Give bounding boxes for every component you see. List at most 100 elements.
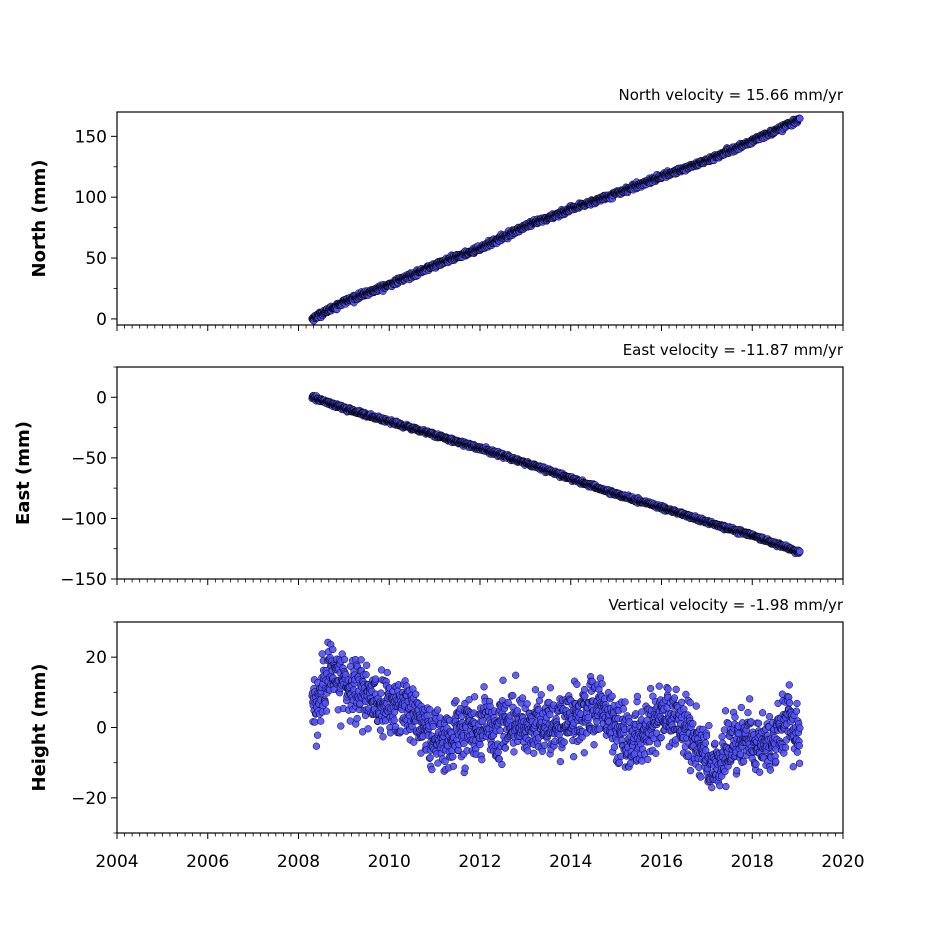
data-point [478,756,486,764]
data-point [512,671,520,679]
data-point [329,645,337,654]
data-point [362,671,370,679]
data-point [412,690,420,698]
data-point [441,757,449,766]
data-point [686,767,695,775]
data-point [476,740,484,749]
data-point [682,690,690,699]
data-point [531,686,540,694]
data-point [322,707,331,715]
data-point [677,698,686,706]
scatter-series-east [308,391,804,558]
data-point [796,547,804,555]
data-point [664,685,672,693]
data-point [377,689,385,697]
data-point [321,699,329,707]
data-point [318,650,326,658]
data-point [379,733,387,741]
data-point [504,698,512,707]
data-point [312,742,321,750]
data-point [689,720,697,728]
velocity-title-north: North velocity = 15.66 mm/yr [619,86,844,104]
data-point [546,710,554,719]
data-point [434,759,442,767]
data-point [429,722,437,731]
data-point [680,705,688,713]
y-tick-label: −100 [60,509,107,529]
data-point [621,698,629,706]
data-point [657,734,665,742]
y-tick-label: 50 [85,249,107,269]
data-point [499,676,507,684]
data-point [518,694,527,702]
data-point [357,656,365,664]
data-point [695,763,703,772]
data-point [573,680,581,689]
data-point [556,757,565,766]
data-point [633,692,642,701]
data-point [538,747,547,756]
data-point [417,749,425,757]
y-tick-label: 0 [96,388,107,408]
axes-frame-east [116,366,844,580]
data-point [340,655,349,664]
panel-north: 0 50 100 150 North velocity = 15.66 mm/yr Nor… [29,86,844,331]
data-point [470,693,479,701]
data-point [580,749,588,757]
data-point [376,726,385,734]
data-point [560,738,568,746]
data-point [498,760,506,769]
data-point [509,691,517,700]
data-point [697,773,705,781]
data-point [449,762,458,770]
y-tick-label: 150 [75,127,107,147]
y-axis-label-east: East (mm) [13,421,34,525]
data-point [480,683,488,691]
data-point [598,680,606,688]
y-tick-label: 0 [96,310,107,330]
data-point [513,707,522,715]
data-point [410,738,418,746]
data-point [692,702,700,710]
y-tick-label: −150 [60,570,107,590]
data-point [496,727,504,735]
data-point [501,744,509,752]
y-tick-label: −50 [71,449,107,469]
data-point [428,766,436,774]
data-point [510,748,518,756]
data-point [524,747,532,755]
data-point [452,697,460,705]
data-point [353,714,361,723]
data-point [608,692,616,700]
data-point [426,754,434,762]
y-axis-label-north: North (mm) [29,160,50,278]
scatter-series-height [308,638,804,792]
data-point [313,731,322,739]
data-point [364,725,372,733]
data-point [655,682,663,690]
data-point [796,114,804,123]
data-point [610,743,619,751]
data-point [337,722,345,730]
data-point [581,692,589,700]
data-point [670,694,679,702]
data-point [619,705,627,713]
data-point [580,685,589,694]
y-tick-label: 100 [75,188,107,208]
data-point [390,716,398,724]
data-point [530,749,538,757]
data-point [371,675,380,683]
data-point [449,753,457,761]
data-point [363,661,371,669]
data-point [460,739,468,748]
data-point [615,758,623,767]
data-point [644,755,652,764]
data-point [632,710,640,718]
data-point [537,691,545,699]
data-point [461,764,469,772]
scatter-series-north [308,114,804,325]
data-point [541,741,549,749]
